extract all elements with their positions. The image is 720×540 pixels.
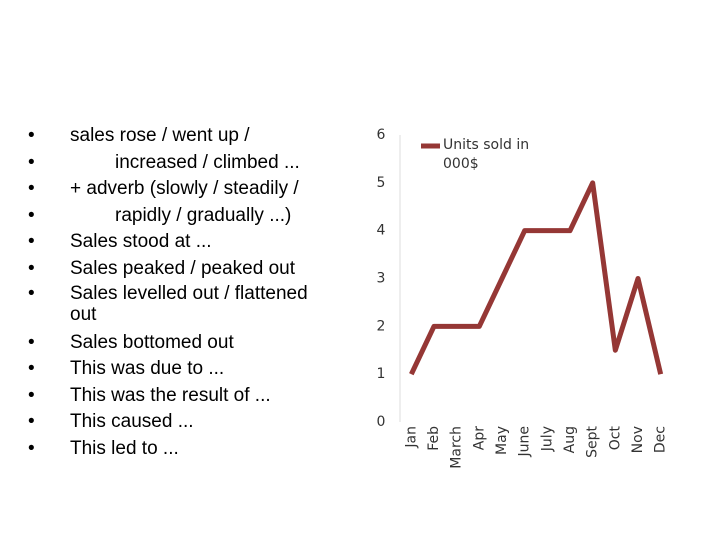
bullet: This was due to ... xyxy=(28,356,328,383)
x-tick-label: June xyxy=(517,426,533,458)
x-tick-label: July xyxy=(539,426,555,452)
bullet: Sales bottomed out xyxy=(28,330,328,357)
bullet-list: sales rose / went up / increased / climb… xyxy=(28,123,328,463)
y-tick-label: 0 xyxy=(377,414,386,430)
legend-box: Units sold in 000$ xyxy=(443,137,530,172)
bullet: Sales peaked / peaked out xyxy=(28,256,328,283)
bullet: This led to ... xyxy=(28,436,328,463)
bullet: This was the result of ... xyxy=(28,383,328,410)
x-tick-label: Jan xyxy=(403,426,419,449)
line-series xyxy=(409,180,664,376)
y-tick-label: 3 xyxy=(377,271,386,287)
y-tick-label: 1 xyxy=(377,366,386,382)
x-tick-label: March xyxy=(449,426,465,469)
bullet: increased / climbed ... xyxy=(28,150,328,177)
y-tick-label: 4 xyxy=(377,223,386,239)
y-tick-label: 2 xyxy=(377,318,386,334)
y-tick-label: 6 xyxy=(377,127,386,143)
legend-label: Units sold in 000$ xyxy=(443,137,530,172)
x-tick-label: Nov xyxy=(630,426,646,453)
bullet: Sales levelled out / flattened out xyxy=(28,283,328,325)
x-tick-label: Feb xyxy=(426,426,442,451)
x-tick-label: Apr xyxy=(471,426,487,450)
x-tick-label: Sept xyxy=(585,426,601,458)
bullet: This caused ... xyxy=(28,409,328,436)
x-tick-label: May xyxy=(494,426,510,455)
bullet: sales rose / went up / xyxy=(28,123,328,150)
x-tick-label: Oct xyxy=(607,426,623,451)
bullet: Sales stood at ... xyxy=(28,229,328,256)
x-tick-label: Aug xyxy=(562,426,578,453)
bullet: + adverb (slowly / steadily / xyxy=(28,176,328,203)
y-tick-label: 5 xyxy=(377,175,386,191)
x-tick-label: Dec xyxy=(653,426,669,453)
bullet: rapidly / gradually ...) xyxy=(28,203,328,230)
